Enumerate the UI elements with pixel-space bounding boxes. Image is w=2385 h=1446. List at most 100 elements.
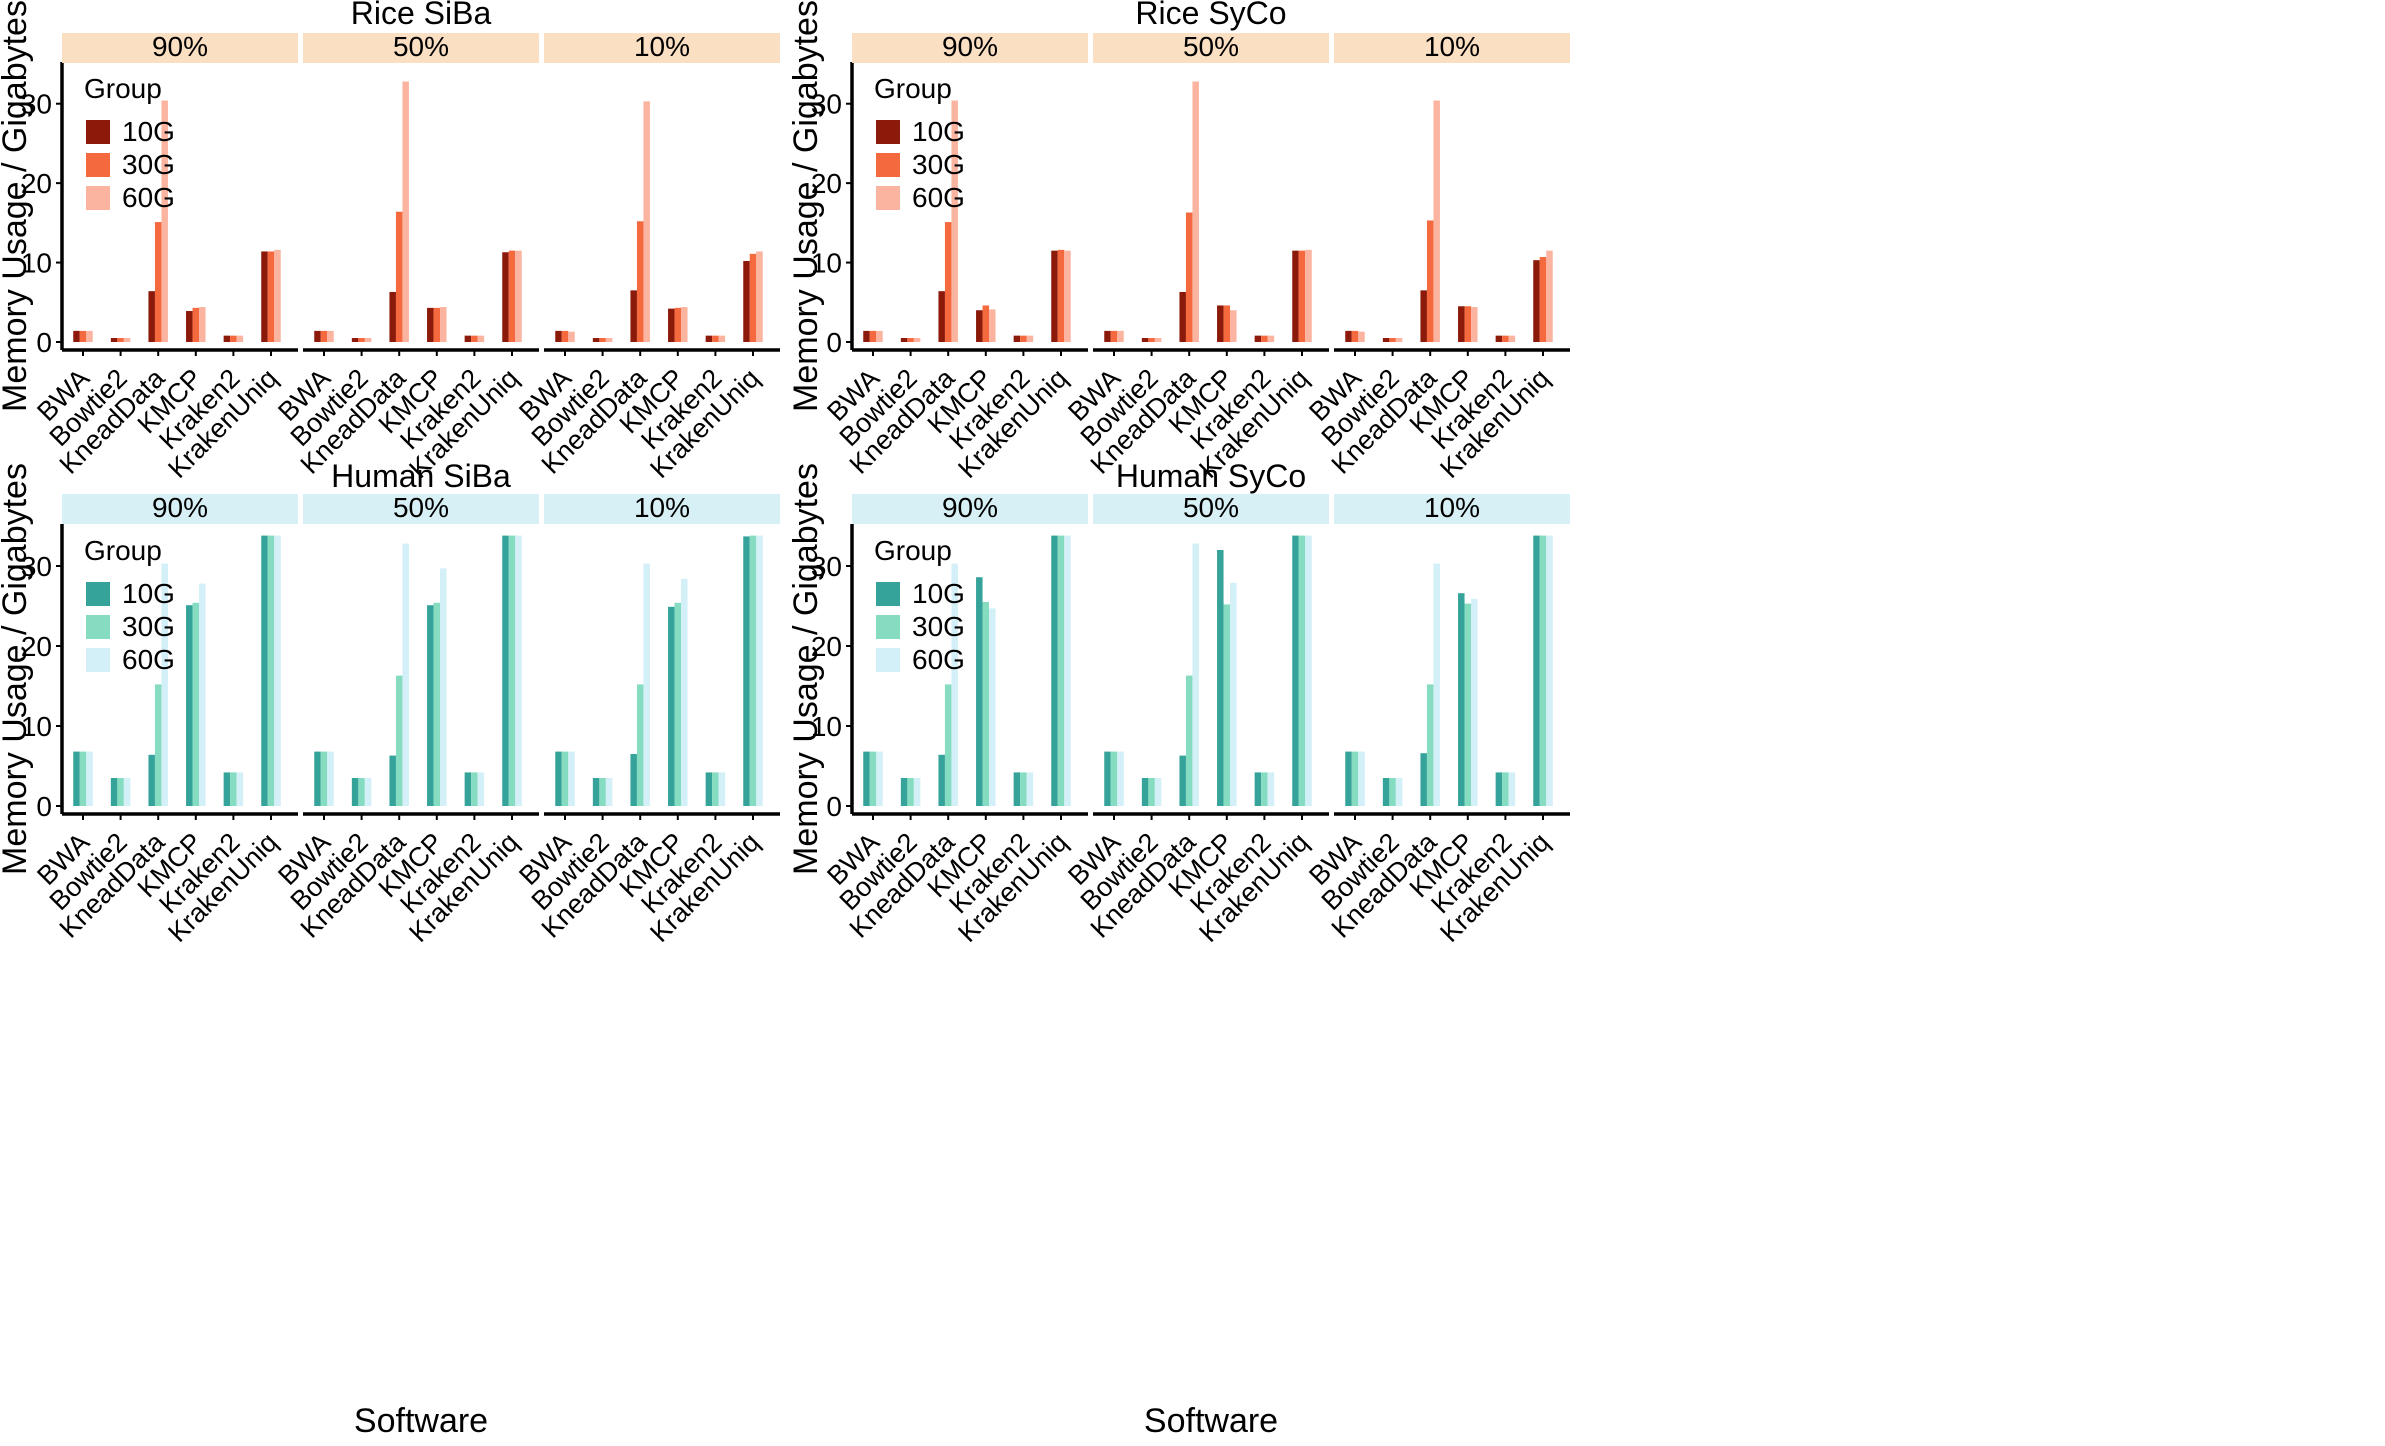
bar-kraken2-30g: [230, 335, 237, 342]
bar-kraken2-60g: [718, 772, 726, 806]
legend-label: 30G: [912, 149, 965, 180]
bar-kmcp-60g: [1230, 310, 1237, 342]
bar-bowtie2-60g: [364, 778, 372, 806]
bar-kraken2-10g: [1495, 772, 1503, 806]
bar-kraken2-10g: [1013, 335, 1021, 342]
bar-kneaddata-30g: [154, 222, 162, 342]
bar-kraken2-10g: [1013, 772, 1021, 806]
bar-krakenuniq-30g: [1057, 535, 1065, 806]
bar-kmcp-10g: [1217, 550, 1224, 806]
x-axis-label: Software: [354, 1402, 488, 1440]
facet-strip: [1334, 494, 1570, 524]
facet-strip: [62, 33, 298, 63]
bar-bwa-10g: [1104, 330, 1111, 342]
bar-bowtie2-30g: [1389, 778, 1396, 806]
bar-kneaddata-10g: [1420, 753, 1427, 806]
bar-kneaddata-30g: [1185, 212, 1193, 342]
bar-kneaddata-30g: [395, 675, 403, 806]
bar-kneaddata-30g: [1426, 220, 1434, 342]
bar-bwa-30g: [561, 751, 569, 806]
bar-bwa-60g: [327, 330, 334, 342]
bar-krakenuniq-60g: [1305, 249, 1312, 342]
bar-kraken2-60g: [1026, 772, 1034, 806]
bar-krakenuniq-10g: [261, 535, 268, 806]
legend-label: 60G: [122, 182, 175, 213]
bar-krakenuniq-60g: [1064, 250, 1071, 342]
bar-kmcp-10g: [1458, 593, 1465, 806]
legend-label: 30G: [912, 611, 965, 642]
legend-title: Group: [874, 535, 952, 566]
bar-krakenuniq-30g: [267, 251, 275, 342]
bar-bwa-30g: [869, 330, 877, 342]
bar-kraken2-30g: [1502, 772, 1509, 806]
facet-strip-label: 90%: [942, 492, 998, 523]
bar-krakenuniq-10g: [502, 252, 509, 342]
bar-bwa-10g: [1104, 751, 1111, 806]
facet-strip: [62, 494, 298, 524]
bar-krakenuniq-10g: [261, 251, 268, 342]
facet-strip-label: 90%: [152, 492, 208, 523]
bar-krakenuniq-30g: [1539, 535, 1547, 806]
bar-kneaddata-10g: [389, 755, 396, 806]
bar-kmcp-30g: [674, 602, 682, 806]
bar-kraken2-60g: [236, 772, 244, 806]
facet-strip: [1334, 33, 1570, 63]
bar-bwa-60g: [327, 751, 334, 806]
bar-bowtie2-60g: [605, 338, 613, 342]
y-tick-label: 10: [21, 711, 52, 742]
bar-krakenuniq-30g: [749, 253, 757, 342]
y-tick-label: 20: [21, 631, 52, 662]
y-tick-label: 0: [36, 327, 52, 358]
bar-bwa-30g: [79, 330, 87, 342]
bar-kmcp-30g: [982, 305, 990, 342]
bar-kmcp-60g: [989, 309, 996, 342]
bar-kneaddata-30g: [154, 684, 162, 806]
legend-swatch: [876, 186, 900, 210]
legend-swatch: [86, 186, 110, 210]
bar-bowtie2-10g: [1141, 338, 1149, 342]
bar-krakenuniq-60g: [515, 250, 522, 342]
bar-kraken2-30g: [712, 335, 719, 342]
bar-kmcp-30g: [982, 602, 990, 806]
bar-kmcp-10g: [427, 605, 434, 806]
bar-bwa-10g: [555, 330, 562, 342]
bar-kraken2-10g: [705, 772, 713, 806]
bar-bwa-60g: [86, 330, 93, 342]
bar-bowtie2-60g: [1154, 338, 1162, 342]
bar-kneaddata-30g: [1185, 675, 1193, 806]
bar-kneaddata-60g: [402, 543, 409, 806]
bar-bwa-60g: [876, 751, 883, 806]
facet-strip: [303, 33, 539, 63]
y-axis-label: Memory Usage / Gigabytes: [0, 463, 34, 875]
bar-kneaddata-60g: [643, 101, 650, 343]
bar-bowtie2-60g: [1395, 778, 1403, 806]
bar-kmcp-60g: [199, 583, 206, 806]
legend-label: 10G: [122, 578, 175, 609]
facet-strip-label: 10%: [1424, 31, 1480, 62]
legend-label: 60G: [122, 644, 175, 675]
legend-label: 30G: [122, 611, 175, 642]
bar-kneaddata-10g: [630, 754, 637, 806]
bar-krakenuniq-30g: [1539, 257, 1547, 342]
bar-krakenuniq-10g: [1051, 250, 1058, 342]
bar-bowtie2-10g: [110, 778, 118, 806]
bar-kneaddata-60g: [1433, 100, 1440, 342]
bar-bwa-30g: [320, 330, 328, 342]
bar-bwa-10g: [73, 330, 80, 342]
bar-krakenuniq-30g: [267, 535, 275, 806]
bar-kraken2-10g: [223, 772, 231, 806]
legend-label: 60G: [912, 182, 965, 213]
bar-kmcp-60g: [681, 578, 688, 806]
legend-swatch: [86, 120, 110, 144]
bar-bowtie2-10g: [351, 338, 359, 342]
bar-kraken2-30g: [712, 772, 719, 806]
bar-bowtie2-30g: [358, 338, 365, 342]
bar-bowtie2-60g: [1154, 778, 1162, 806]
y-tick-label: 20: [811, 631, 842, 662]
bar-kraken2-60g: [236, 335, 244, 342]
bar-kneaddata-10g: [389, 291, 396, 342]
bar-bowtie2-10g: [1382, 338, 1390, 342]
